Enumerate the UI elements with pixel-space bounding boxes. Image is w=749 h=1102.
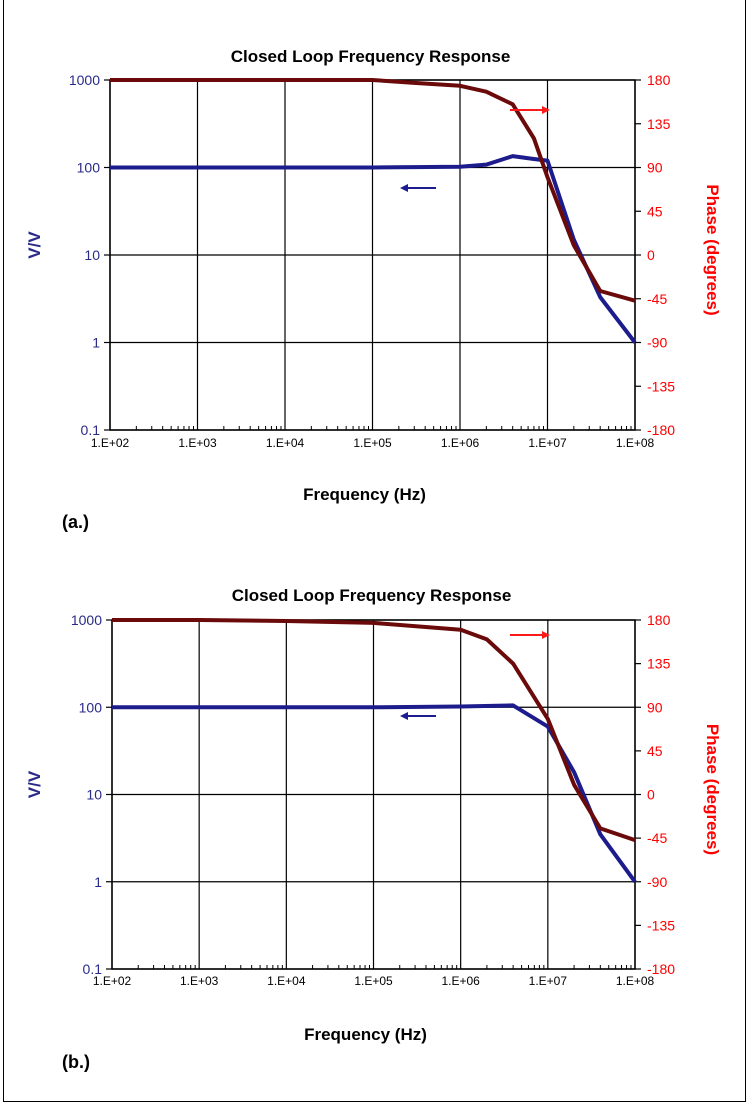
y-left-tick-label: 1000 [71, 612, 102, 628]
y-right-tick-label: -180 [647, 961, 675, 977]
x-axis-title: Frequency (Hz) [303, 485, 426, 504]
x-tick-label: 1.E+08 [616, 436, 655, 450]
x-tick-label: 1.E+03 [180, 974, 219, 988]
y-right-tick-label: -180 [647, 422, 675, 438]
panel-label: (b.) [62, 1052, 90, 1072]
figure-frame [3, 0, 746, 1102]
phase-arrow-head-icon [542, 631, 550, 639]
x-tick-label: 1.E+07 [529, 974, 568, 988]
x-tick-label: 1.E+05 [354, 974, 393, 988]
gain-arrow-head-icon [400, 184, 408, 192]
x-tick-label: 1.E+04 [267, 974, 306, 988]
x-tick-label: 1.E+08 [616, 974, 655, 988]
y-right-tick-label: -45 [647, 830, 667, 846]
y-right-tick-label: 90 [647, 160, 663, 176]
y-right-axis-title: Phase (degrees) [703, 724, 722, 855]
chart-title: Closed Loop Frequency Response [232, 586, 512, 605]
chart-b-svg: Closed Loop Frequency Response 180 135 90 45… [25, 586, 722, 1072]
x-axis-title: Frequency (Hz) [304, 1025, 427, 1044]
y-right-tick-label: 135 [647, 116, 671, 132]
y-left-tick-label: 1000 [69, 72, 100, 88]
x-tick-label: 1.E+07 [528, 436, 567, 450]
phase-series-line [112, 618, 636, 842]
x-tick-label: 1.E+04 [266, 436, 305, 450]
y-right-tick-label: 180 [647, 72, 671, 88]
chart-panel-b: Closed Loop Frequency Response 180 135 90 45… [0, 540, 749, 1091]
y-right-tick-label: 135 [647, 656, 671, 672]
y-right-tick-label: 0 [647, 787, 655, 803]
y-right-axis-title: Phase (degrees) [703, 184, 722, 315]
y-left-tick-label: 10 [84, 247, 100, 263]
x-tick-label: 1.E+06 [441, 974, 480, 988]
y-left-tick-label: 1 [92, 335, 100, 351]
chart-a-svg: Closed Loop Frequency Response 180 135 90 45… [25, 47, 722, 532]
y-left-tick-label: 10 [86, 787, 102, 803]
y-left-tick-label: 1 [94, 874, 102, 890]
y-right-tick-label: -90 [647, 874, 667, 890]
y-right-tick-label: -90 [647, 335, 667, 351]
x-tick-label: 1.E+05 [353, 436, 392, 450]
y-right-tick-label: 90 [647, 699, 663, 715]
y-right-tick-label: -135 [647, 378, 675, 394]
gain-arrow-head-icon [400, 712, 408, 720]
y-left-axis-title: V/V [25, 770, 44, 798]
y-right-tick-label: 0 [647, 247, 655, 263]
y-right-tick-label: -135 [647, 917, 675, 933]
y-left-tick-label: 0.1 [83, 961, 103, 977]
phase-series-line [110, 78, 636, 303]
chart-title: Closed Loop Frequency Response [231, 47, 511, 66]
x-tick-label: 1.E+02 [93, 974, 132, 988]
panel-label: (a.) [62, 512, 89, 532]
y-left-tick-label: 0.1 [81, 422, 101, 438]
y-left-tick-label: 100 [77, 160, 101, 176]
x-tick-label: 1.E+02 [91, 436, 130, 450]
y-right-tick-label: 180 [647, 612, 671, 628]
y-left-axis-title: V/V [25, 231, 44, 259]
x-tick-label: 1.E+03 [178, 436, 217, 450]
phase-arrow-head-icon [542, 106, 550, 114]
x-tick-label: 1.E+06 [441, 436, 480, 450]
chart-panel-a: Closed Loop Frequency Response 180 135 90 45… [25, 47, 722, 532]
y-right-tick-label: -45 [647, 291, 667, 307]
y-right-tick-label: 45 [647, 203, 663, 219]
y-right-tick-label: 45 [647, 743, 663, 759]
y-left-tick-label: 100 [79, 699, 103, 715]
